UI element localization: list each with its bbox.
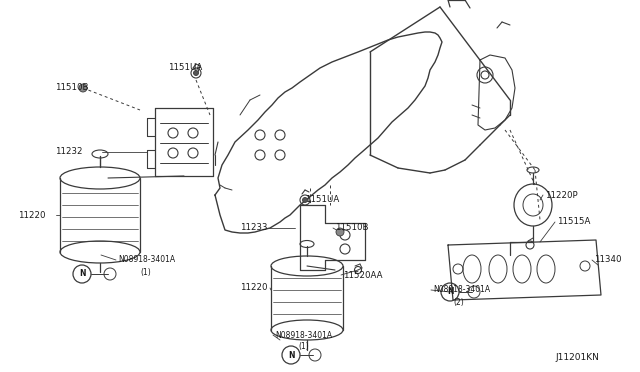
Text: N: N: [447, 288, 454, 296]
Circle shape: [79, 84, 87, 92]
Text: 11233: 11233: [240, 224, 268, 232]
Text: N08918-3401A: N08918-3401A: [118, 256, 175, 264]
Text: N: N: [288, 350, 294, 359]
Text: J11201KN: J11201KN: [555, 353, 599, 362]
Text: 11232: 11232: [55, 148, 83, 157]
Circle shape: [193, 71, 198, 76]
Text: N08918-3401A: N08918-3401A: [433, 285, 490, 295]
Text: 11510B: 11510B: [335, 224, 369, 232]
Text: (1): (1): [140, 267, 151, 276]
Text: 11220: 11220: [18, 211, 45, 219]
Text: N: N: [79, 269, 86, 279]
Text: 11520AA: 11520AA: [343, 270, 383, 279]
Text: 11510B: 11510B: [55, 83, 88, 93]
Text: 11515A: 11515A: [557, 218, 590, 227]
Text: 11220: 11220: [240, 283, 268, 292]
Text: (2): (2): [453, 298, 464, 307]
Text: N08918-3401A: N08918-3401A: [275, 330, 332, 340]
Circle shape: [336, 228, 344, 236]
Text: 1151UA: 1151UA: [305, 196, 339, 205]
Text: (1): (1): [298, 343, 308, 352]
Text: 11220P: 11220P: [545, 190, 578, 199]
Text: 1151UA: 1151UA: [168, 64, 202, 73]
Text: 11340: 11340: [594, 256, 621, 264]
Circle shape: [303, 198, 307, 202]
